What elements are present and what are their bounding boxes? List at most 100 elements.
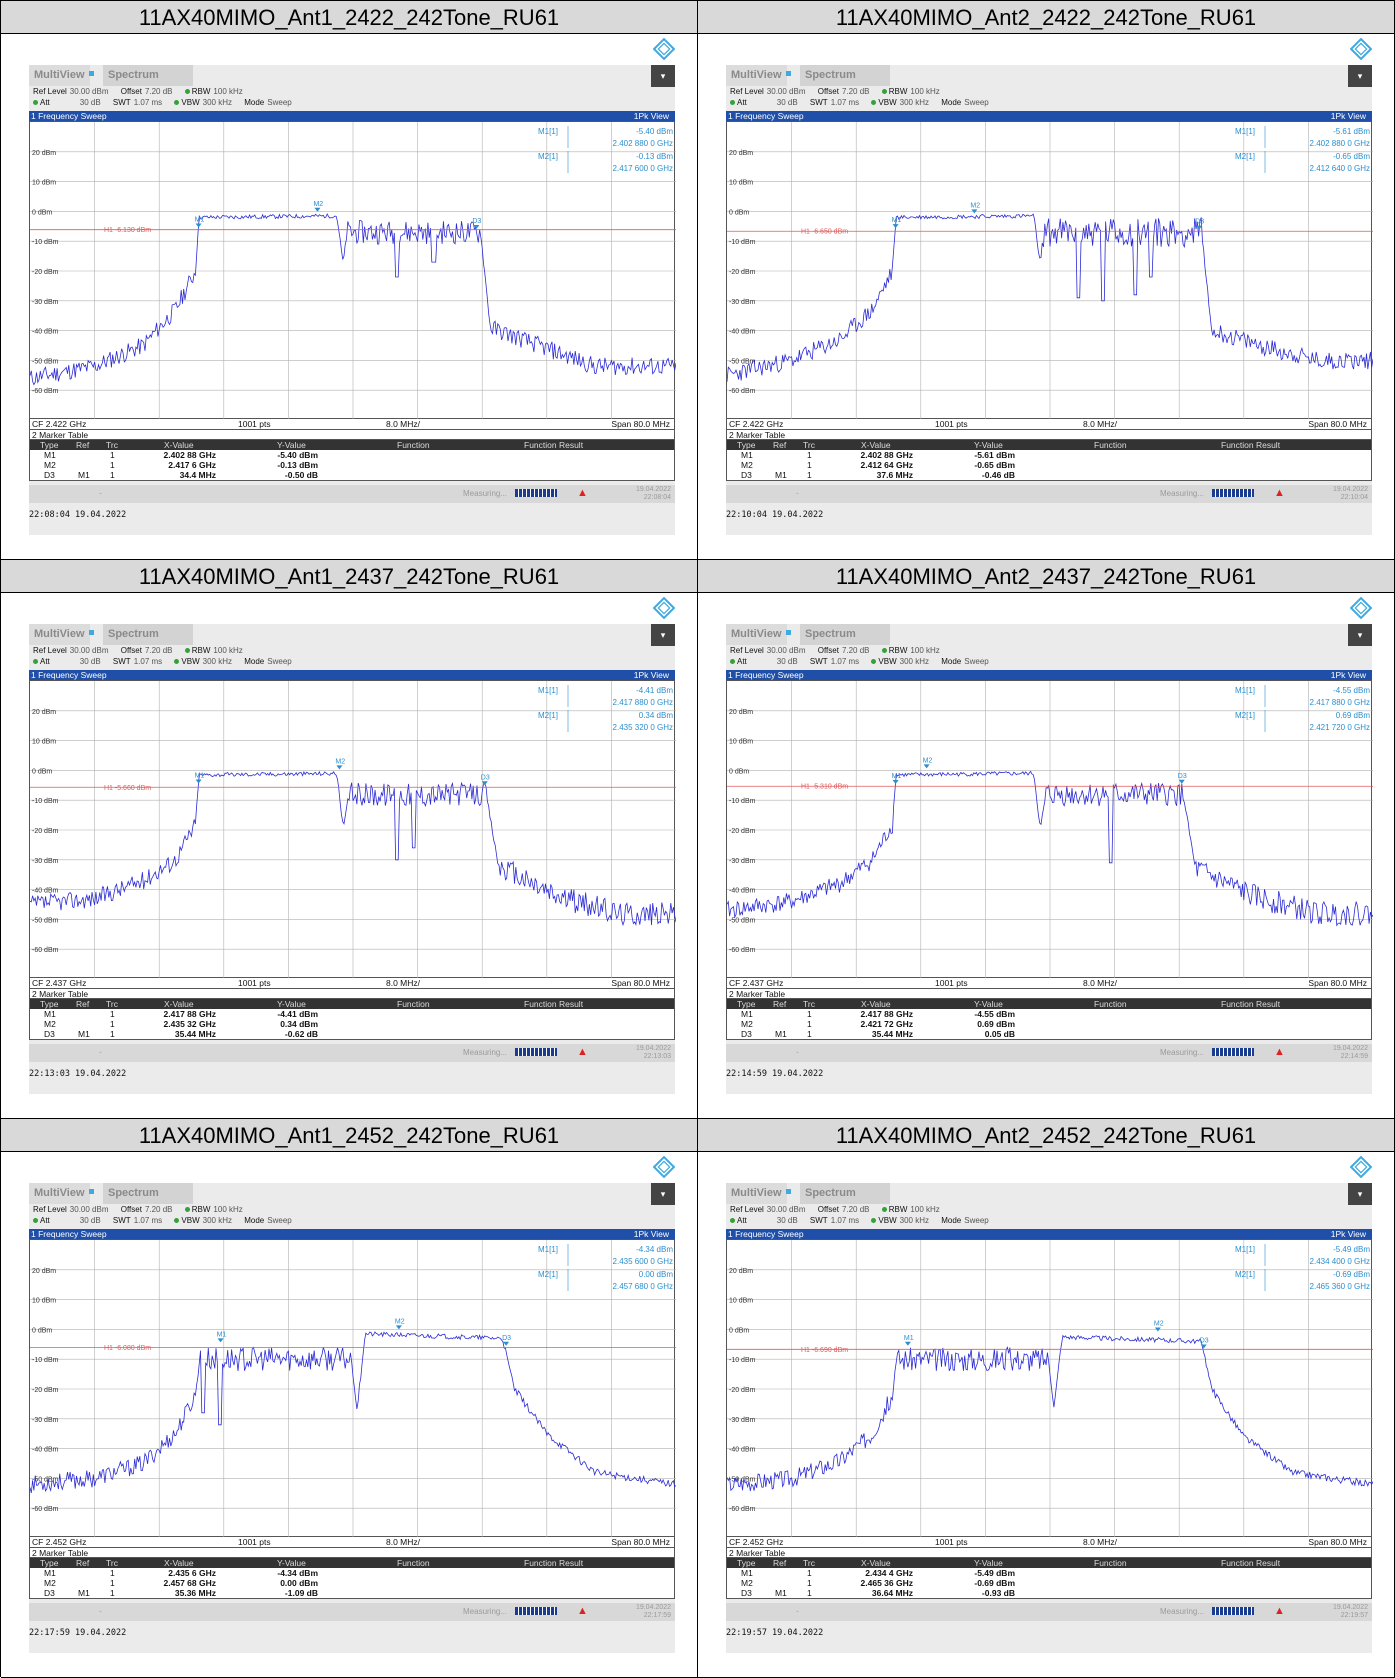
measuring-label: Measuring... xyxy=(1160,1607,1205,1616)
cell-title: 11AX40MIMO_Ant1_2452_242Tone_RU61 xyxy=(1,1119,697,1152)
menu-icon[interactable]: ▾ xyxy=(651,1183,675,1205)
span-label: Span 80.0 MHz xyxy=(611,419,670,429)
x-axis-footer: CF 2.422 GHz 1001 pts 8.0 MHz/ Span 80.0… xyxy=(29,419,675,429)
y-tick-label: -50 dBm xyxy=(32,1476,59,1483)
sweep-header: 1 Frequency Sweep 1Pk View xyxy=(726,1229,1372,1239)
tab-multiview[interactable]: MultiView xyxy=(29,1183,90,1204)
y-tick-label: -20 dBm xyxy=(729,269,756,276)
marker-info-y: -5.49 dBm xyxy=(1333,1245,1370,1254)
col-y-value: Y-Value xyxy=(277,999,306,1009)
points-label: 1001 pts xyxy=(935,1537,968,1547)
y-tick-label: -10 dBm xyxy=(32,239,59,246)
row-x-value: 2.421 72 GHz xyxy=(860,1019,913,1029)
marker-table: Type Ref Trc X-Value Y-Value Function Fu… xyxy=(726,439,1372,481)
att-label: Att xyxy=(40,657,50,666)
row-y-value: -1.09 dB xyxy=(284,1588,318,1598)
row-type: D3 xyxy=(741,1588,752,1598)
cell-title: 11AX40MIMO_Ant2_2452_242Tone_RU61 xyxy=(698,1119,1394,1152)
marker-m1-label: M1 xyxy=(195,216,205,223)
att-label: Att xyxy=(737,1216,747,1225)
threshold-label: H1 -5.660 dBm xyxy=(104,785,151,792)
row-y-value: 0.69 dBm xyxy=(977,1019,1015,1029)
menu-icon[interactable]: ▾ xyxy=(1348,1183,1372,1205)
span-label: Span 80.0 MHz xyxy=(611,1537,670,1547)
col-ref: Ref xyxy=(773,440,787,450)
menu-icon[interactable]: ▾ xyxy=(651,624,675,646)
tab-multiview[interactable]: MultiView xyxy=(29,65,90,86)
tab-multiview[interactable]: MultiView xyxy=(29,624,90,645)
att-value: 30 dB xyxy=(79,657,101,666)
rbw-value: 100 kHz xyxy=(910,87,940,96)
tab-spectrum[interactable]: Spectrum xyxy=(103,65,193,86)
sweep-title: 1 Frequency Sweep xyxy=(31,1229,107,1239)
capture-timestamp: 22:14:59 19.04.2022 xyxy=(726,1069,824,1079)
params-row-1: Ref Level 30.00 dBm Offset 7.20 dB RBW 100 … xyxy=(33,646,253,655)
y-tick-label: 10 dBm xyxy=(729,180,753,187)
offset-value: 7.20 dB xyxy=(841,1205,870,1214)
measuring-progress-icon xyxy=(515,489,557,497)
tab-multiview[interactable]: MultiView xyxy=(726,1183,787,1204)
div-label: 8.0 MHz/ xyxy=(386,419,421,429)
points-label: 1001 pts xyxy=(238,419,271,429)
menu-icon[interactable]: ▾ xyxy=(651,65,675,87)
swt-label: SWT xyxy=(112,657,131,666)
mode-value: Sweep xyxy=(267,98,292,107)
tab-multiview[interactable]: MultiView xyxy=(726,65,787,86)
marker-table-row: M1 1 2.434 4 GHz -5.49 dBm xyxy=(727,1568,1371,1578)
col-function-result: Function Result xyxy=(524,1558,584,1568)
tab-multiview[interactable]: MultiView xyxy=(726,624,787,645)
marker-table-row: D3 M1 1 37.6 MHz -0.46 dB xyxy=(727,470,1371,480)
vbw-dot-icon xyxy=(871,100,877,105)
status-bar: - Measuring... ▲ 19.04.2022 22:17:59 xyxy=(29,1603,675,1621)
att-dot-icon xyxy=(730,1218,735,1223)
marker-m2-icon xyxy=(923,764,930,769)
ref-level-value: 30.00 dBm xyxy=(766,1205,806,1214)
row-trc: 1 xyxy=(110,460,115,470)
marker-info-label: M1[1] xyxy=(538,1245,558,1254)
y-tick-label: 0 dBm xyxy=(32,768,52,775)
status-date: 19.04.2022 xyxy=(1332,486,1368,493)
tab-spectrum[interactable]: Spectrum xyxy=(103,1183,193,1204)
marker-info-x: 2.457 680 0 GHz xyxy=(613,1282,673,1291)
att-label: Att xyxy=(737,98,747,107)
ref-level-label: Ref Level xyxy=(730,87,764,96)
plot-svg: 20 dBm 10 dBm 0 dBm -10 dBm -20 dBm -30 dBm -4… xyxy=(727,681,1373,979)
row-type: D3 xyxy=(741,470,752,480)
status-datetime: 19.04.2022 22:19:57 xyxy=(1333,1604,1368,1620)
col-function: Function xyxy=(397,999,430,1009)
measuring-label: Measuring... xyxy=(1160,1048,1205,1057)
warning-icon: ▲ xyxy=(1274,1046,1285,1058)
menu-icon[interactable]: ▾ xyxy=(1348,624,1372,646)
status-bar: - Measuring... ▲ 19.04.2022 22:10:04 xyxy=(726,485,1372,503)
row-x-value: 2.435 6 GHz xyxy=(168,1568,216,1578)
marker-table-title: 2 Marker Table xyxy=(29,1547,675,1558)
tab-spectrum[interactable]: Spectrum xyxy=(103,624,193,645)
y-tick-label: -20 dBm xyxy=(32,828,59,835)
tab-spectrum[interactable]: Spectrum xyxy=(800,1183,890,1204)
cf-label: CF 2.452 GHz xyxy=(729,1537,784,1547)
tab-spectrum[interactable]: Spectrum xyxy=(800,65,890,86)
row-y-value: -4.55 dBm xyxy=(974,1009,1015,1019)
status-dash: - xyxy=(99,488,102,498)
col-type: Type xyxy=(737,1558,756,1568)
col-y-value: Y-Value xyxy=(277,1558,306,1568)
row-type: M2 xyxy=(44,460,56,470)
span-label: Span 80.0 MHz xyxy=(1308,978,1367,988)
row-trc: 1 xyxy=(807,1568,812,1578)
status-date: 19.04.2022 xyxy=(635,1045,671,1052)
offset-label: Offset xyxy=(120,87,142,96)
row-x-value: 2.402 88 GHz xyxy=(163,450,216,460)
swt-value: 1.07 ms xyxy=(830,98,860,107)
rbw-dot-icon xyxy=(881,1207,887,1212)
tab-spectrum[interactable]: Spectrum xyxy=(800,624,890,645)
marker-d3-icon xyxy=(1178,779,1185,784)
status-bar: - Measuring... ▲ 19.04.2022 22:13:03 xyxy=(29,1044,675,1062)
menu-icon[interactable]: ▾ xyxy=(1348,65,1372,87)
status-dash: - xyxy=(99,1047,102,1057)
ref-level-value: 30.00 dBm xyxy=(766,646,806,655)
capture-timestamp: 22:08:04 19.04.2022 xyxy=(29,510,127,520)
y-tick-label: 0 dBm xyxy=(729,1327,749,1334)
status-time: 22:17:59 xyxy=(643,1612,671,1619)
marker-table-row: D3 M1 1 35.44 MHz 0.05 dB xyxy=(727,1029,1371,1039)
